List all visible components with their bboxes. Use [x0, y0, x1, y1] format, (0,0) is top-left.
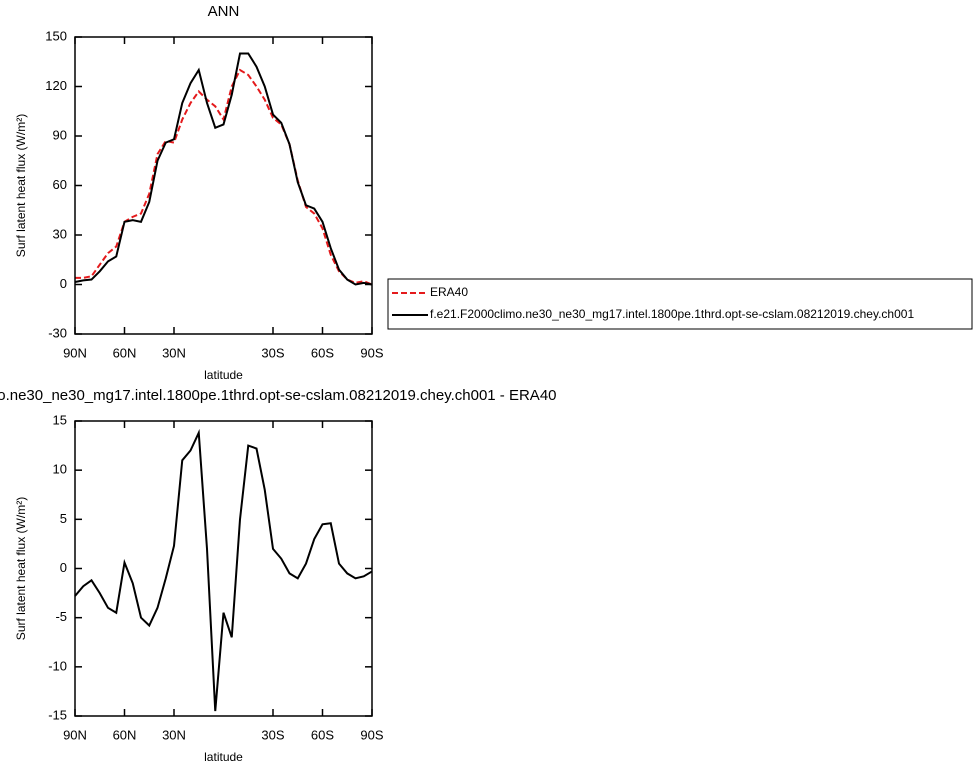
x-tick-label: 90N — [63, 727, 87, 742]
chart-title: ANN — [208, 3, 240, 20]
legend-label: f.e21.F2000climo.ne30_ne30_mg17.intel.18… — [430, 307, 914, 321]
y-tick-label: 60 — [53, 177, 67, 192]
x-tick-label: 60S — [311, 345, 334, 360]
y-tick-label: 5 — [60, 511, 67, 526]
x-tick-label: 90N — [63, 345, 87, 360]
data-line — [75, 68, 373, 286]
x-tick-label: 60N — [113, 345, 137, 360]
y-tick-label: 90 — [53, 127, 67, 142]
y-tick-label: 0 — [60, 276, 67, 291]
data-line — [74, 52, 373, 286]
x-axis-label: latitude — [204, 750, 243, 764]
x-tick-label: 60S — [311, 727, 334, 742]
x-axis-label: latitude — [204, 368, 243, 382]
y-tick-label: -30 — [48, 325, 67, 340]
legend-box — [387, 278, 973, 330]
y-tick-label: 0 — [60, 560, 67, 575]
x-tick-label: 60N — [113, 727, 137, 742]
x-tick-label: 30N — [162, 727, 186, 742]
y-tick-label: -15 — [48, 707, 67, 722]
plot-frame — [74, 420, 373, 717]
data-line — [74, 428, 373, 712]
y-tick-label: 15 — [53, 412, 67, 427]
y-tick-label: -10 — [48, 658, 67, 673]
plot-frame — [74, 36, 373, 335]
legend-label: ERA40 — [430, 285, 468, 299]
y-tick-label: 10 — [53, 462, 67, 477]
y-tick-label: 30 — [53, 226, 67, 241]
y-tick-label: 150 — [45, 28, 67, 43]
x-tick-label: 30S — [261, 727, 284, 742]
y-tick-label: 120 — [45, 78, 67, 93]
x-tick-label: 90S — [360, 345, 383, 360]
y-axis-label: Surf latent heat flux (W/m²) — [14, 114, 28, 257]
y-axis-label: Surf latent heat flux (W/m²) — [14, 497, 28, 640]
chart-title: f.e21.F2000climo.ne30_ne30_mg17.intel.18… — [0, 387, 557, 404]
x-tick-label: 30N — [162, 345, 186, 360]
x-tick-label: 90S — [360, 727, 383, 742]
x-tick-label: 30S — [261, 345, 284, 360]
y-tick-label: -5 — [55, 609, 67, 624]
